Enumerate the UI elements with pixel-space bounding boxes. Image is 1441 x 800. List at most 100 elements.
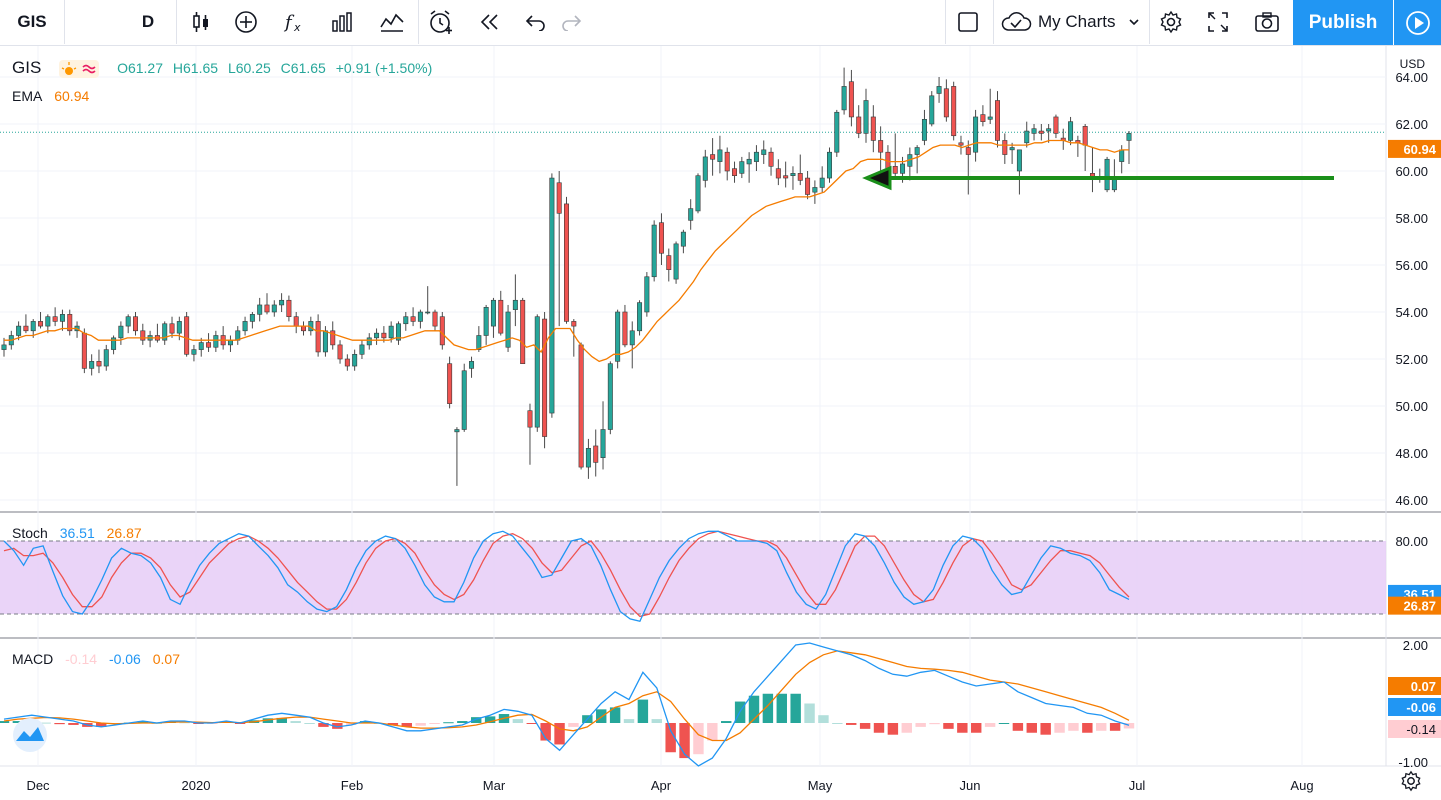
candle-body xyxy=(432,311,438,327)
candle-body xyxy=(768,151,774,167)
legend-low: L60.25 xyxy=(227,60,271,76)
macd-histogram-bar xyxy=(387,723,399,725)
stoch-d-line xyxy=(3,530,1130,618)
macd-histogram-bar xyxy=(957,723,968,733)
time-axis-label: May xyxy=(808,778,833,793)
fullscreen-icon[interactable] xyxy=(1198,0,1238,44)
time-axis-settings-icon[interactable] xyxy=(1400,770,1424,794)
stoch-label[interactable]: Stoch xyxy=(12,525,48,541)
macd-histogram-bar xyxy=(540,723,551,741)
candle-body xyxy=(1038,130,1044,134)
candle-body xyxy=(965,147,971,155)
macd-hist-tag xyxy=(1388,720,1441,738)
macd-line-tag-label: -0.06 xyxy=(1406,700,1436,715)
legend-high: H61.65 xyxy=(172,60,219,76)
layout-square-icon[interactable] xyxy=(948,0,988,44)
time-axis-label: Aug xyxy=(1290,778,1313,793)
candle-body xyxy=(900,163,906,174)
macd-histogram-bar xyxy=(846,723,857,725)
macd-histogram-bar xyxy=(651,719,662,723)
candle-body xyxy=(227,339,233,346)
camera-snapshot-icon[interactable] xyxy=(1247,0,1287,44)
macd-histogram-bar xyxy=(0,721,10,723)
interval-button[interactable]: D xyxy=(141,12,155,31)
macd-histogram-bar xyxy=(623,719,635,723)
publish-button[interactable]: Publish xyxy=(1293,0,1393,45)
macd-histogram-bar xyxy=(901,723,912,733)
replay-rewind-icon[interactable] xyxy=(470,0,510,44)
price-axis-label: 62.00 xyxy=(1395,117,1428,132)
macd-signal-value: 0.07 xyxy=(152,651,180,667)
macd-histogram-bar xyxy=(512,719,524,723)
price-axis-label: 56.00 xyxy=(1395,258,1428,273)
macd-axis-label: 2.00 xyxy=(1403,638,1428,653)
macd-histogram-bar xyxy=(665,723,676,753)
stoch-d-tag xyxy=(1388,596,1441,615)
candle-body xyxy=(753,151,759,162)
candle-body xyxy=(315,321,321,353)
macd-signal-tag-label: 0.07 xyxy=(1411,679,1436,694)
candle-body xyxy=(812,187,818,193)
macd-histogram-bar xyxy=(54,723,65,725)
candle-body xyxy=(374,332,380,339)
candle-body xyxy=(461,370,467,430)
candle-body xyxy=(498,299,504,334)
candle-body xyxy=(59,314,65,322)
candles-style-icon[interactable] xyxy=(181,0,221,44)
play-circle-icon[interactable] xyxy=(1394,0,1441,45)
legend-symbol[interactable]: GIS xyxy=(12,58,42,77)
alert-clock-icon[interactable] xyxy=(421,0,461,44)
settings-gear-icon[interactable] xyxy=(1151,0,1191,44)
symbol-search-button[interactable]: GIS xyxy=(17,12,47,31)
macd-histogram-bar xyxy=(1068,723,1079,731)
price-axis-label: 46.00 xyxy=(1395,493,1428,508)
time-axis-label: Jul xyxy=(1129,778,1146,793)
macd-line-value: -0.06 xyxy=(108,651,141,667)
candle-body xyxy=(286,299,292,318)
macd-hist-value: -0.14 xyxy=(65,651,98,667)
macd-histogram-bar xyxy=(96,723,107,727)
macd-histogram-bar xyxy=(568,723,579,727)
compare-add-icon[interactable] xyxy=(226,0,266,44)
ema-label[interactable]: EMA xyxy=(12,88,43,104)
macd-histogram-bar xyxy=(721,721,732,723)
candle-body xyxy=(1,344,7,350)
candle-body xyxy=(607,363,613,430)
candle-body xyxy=(191,349,197,355)
macd-histogram-bar xyxy=(859,723,871,729)
undo-icon[interactable] xyxy=(516,0,556,44)
price-axis-label: 64.00 xyxy=(1395,70,1428,85)
candle-body xyxy=(16,325,22,336)
templates-icon[interactable] xyxy=(372,0,412,44)
macd-histogram-bar xyxy=(679,723,690,759)
redo-icon[interactable] xyxy=(551,0,591,44)
time-axis-label: Feb xyxy=(341,778,363,793)
candle-body xyxy=(162,323,168,341)
price-axis-label: 58.00 xyxy=(1395,211,1428,226)
ema-legend: EMA 60.94 xyxy=(12,88,95,104)
macd-histogram-bar xyxy=(1054,723,1065,733)
my-charts-button[interactable]: My Charts xyxy=(1000,0,1150,44)
candle-body xyxy=(761,149,767,155)
price-chart[interactable]: Dec 2020 Feb Mar Apr May Jun Jul Aug 64.00 62.00 60… xyxy=(0,46,1441,800)
macd-histogram-bar xyxy=(748,695,760,723)
candle-body xyxy=(439,316,445,346)
candle-body xyxy=(870,116,876,141)
macd-histogram-bar xyxy=(526,723,537,724)
candle-body xyxy=(987,116,993,120)
candle-body xyxy=(301,325,307,332)
macd-label[interactable]: MACD xyxy=(12,651,54,667)
my-charts-label: My Charts xyxy=(1038,12,1116,31)
candle-body xyxy=(892,166,898,174)
toolbar-divider xyxy=(418,0,419,44)
candle-body xyxy=(1024,130,1030,144)
macd-histogram-bar xyxy=(984,723,996,727)
time-axis-label: Apr xyxy=(651,778,672,793)
financials-bar-icon[interactable] xyxy=(322,0,362,44)
macd-histogram-bar xyxy=(790,693,801,723)
candle-body xyxy=(279,299,285,306)
candle-body xyxy=(658,222,664,254)
stoch-d-value: 26.87 xyxy=(106,525,142,541)
